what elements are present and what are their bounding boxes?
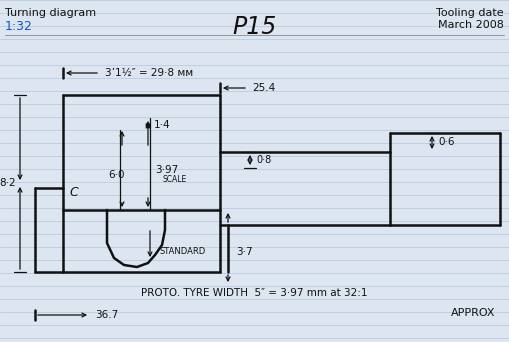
Text: 25.4: 25.4 [252,83,275,93]
Text: P15: P15 [232,15,276,39]
Text: SCALE: SCALE [163,174,187,184]
Text: 0·8: 0·8 [256,155,271,165]
Text: C: C [70,185,78,198]
Text: 36.7: 36.7 [95,310,118,320]
Text: Tooling date: Tooling date [436,8,504,18]
Text: 8·2: 8·2 [0,178,16,188]
Text: 1:32: 1:32 [5,20,33,33]
Text: 1·4: 1·4 [154,120,171,130]
Text: STANDARD: STANDARD [160,248,206,256]
Text: 6·0: 6·0 [108,170,125,180]
Text: 0·6: 0·6 [438,137,455,147]
Text: 3’1½″ = 29·8 мм: 3’1½″ = 29·8 мм [105,68,193,78]
Text: Turning diagram: Turning diagram [5,8,96,18]
Text: APPROX: APPROX [450,308,495,318]
Text: PROTO. TYRE WIDTH  5″ = 3·97 mm at 32:1: PROTO. TYRE WIDTH 5″ = 3·97 mm at 32:1 [141,288,367,298]
Text: 3·7: 3·7 [236,247,252,257]
Text: 3·97: 3·97 [155,165,178,175]
Text: March 2008: March 2008 [438,20,504,30]
